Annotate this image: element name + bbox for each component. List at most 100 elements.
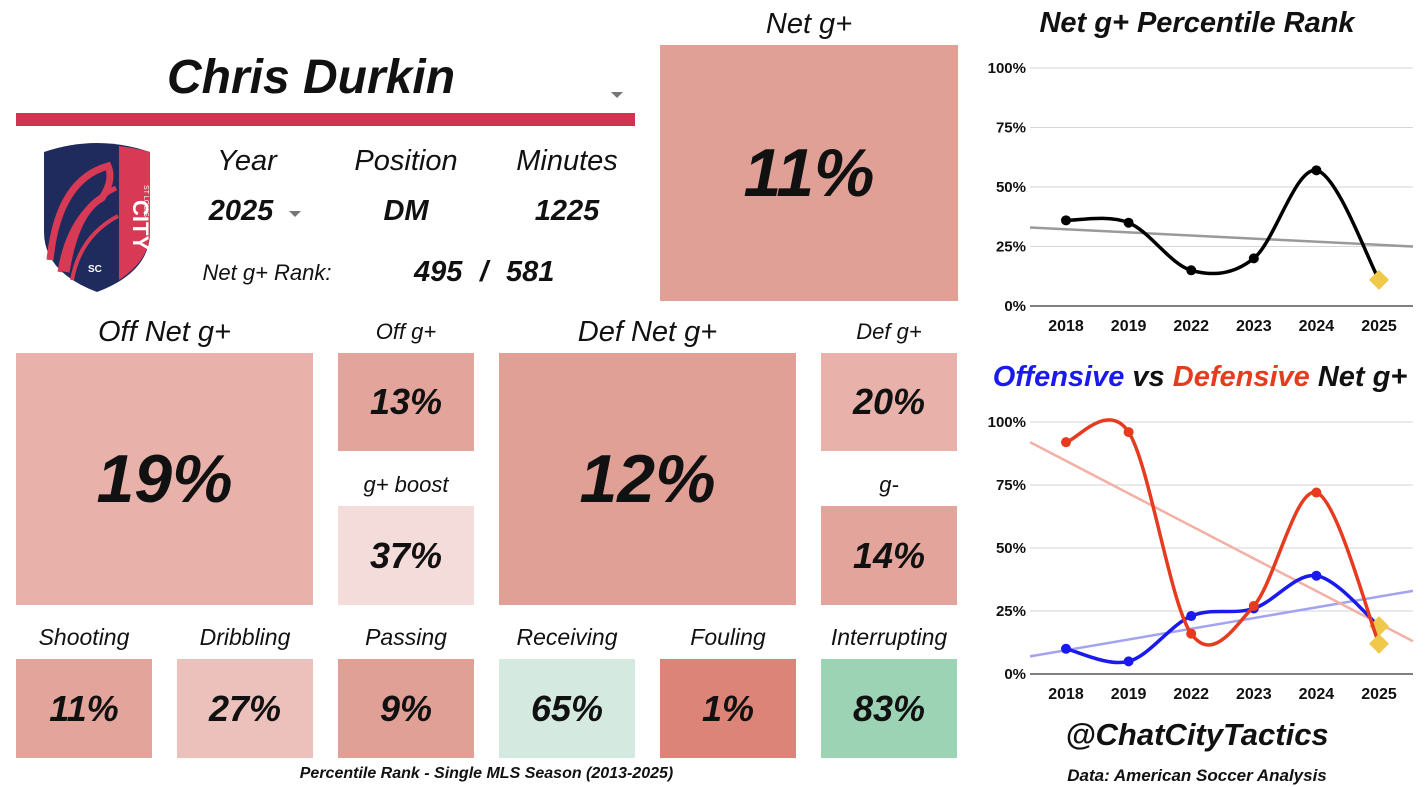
chart2-title-net: Net g+ bbox=[1317, 361, 1408, 393]
chart2-data-point bbox=[1061, 643, 1071, 654]
chart2-ytick-label: 100% bbox=[988, 414, 1026, 431]
chart2-data-point bbox=[1311, 570, 1322, 581]
g-boost-tile: 37% bbox=[338, 506, 474, 605]
year-dropdown-arrow-icon[interactable] bbox=[289, 211, 301, 217]
net-g-percentile-chart: 0% 25% 50% 75% 100% 2018 2019 2022 2023 2024 2025 bbox=[988, 60, 1414, 335]
rank-label: Net g+ Rank: bbox=[202, 260, 332, 285]
year-value[interactable]: 2025 bbox=[208, 195, 274, 227]
off-net-tile: 19% bbox=[16, 353, 313, 605]
chart2-xtick-label: 2025 bbox=[1361, 686, 1397, 703]
minutes-label: Minutes bbox=[516, 145, 618, 177]
chart1-ytick-label: 50% bbox=[996, 179, 1026, 196]
dribbling-label: Dribbling bbox=[199, 624, 291, 650]
club-logo-badge: SC bbox=[88, 264, 102, 275]
chart2-data-point bbox=[1061, 437, 1071, 448]
interrupting-label: Interrupting bbox=[830, 624, 948, 650]
chart1-data-point bbox=[1061, 215, 1071, 226]
rank-total: 581 bbox=[506, 256, 555, 288]
chart2-title: Offensive vs Defensive Net g+ bbox=[980, 361, 1420, 394]
def-g-label: Def g+ bbox=[856, 319, 922, 344]
interrupting-value: 83% bbox=[852, 687, 926, 729]
passing-value: 9% bbox=[379, 687, 433, 729]
g-minus-value: 14% bbox=[852, 534, 926, 576]
off-vs-def-chart: 0% 25% 50% 75% 100% 2018 2019 2022 2023 2024 2025 bbox=[988, 414, 1414, 703]
club-logo-subtext: ST LOUIS bbox=[142, 185, 149, 217]
g-minus-tile: 14% bbox=[821, 506, 957, 605]
chart1-xtick-label: 2024 bbox=[1299, 318, 1335, 335]
passing-label: Passing bbox=[365, 624, 447, 650]
receiving-label: Receiving bbox=[516, 624, 618, 650]
chart1-xtick-label: 2022 bbox=[1173, 318, 1209, 335]
chart2-data-point bbox=[1248, 600, 1259, 611]
fouling-value: 1% bbox=[701, 687, 755, 729]
chart1-data-point bbox=[1186, 265, 1197, 276]
dribbling-value: 27% bbox=[208, 687, 282, 729]
minutes-value: 1225 bbox=[534, 195, 600, 227]
chart2-data-point bbox=[1186, 628, 1197, 639]
position-label: Position bbox=[354, 145, 458, 177]
chart1-ytick-label: 0% bbox=[1004, 298, 1026, 315]
chart1-ytick-label: 100% bbox=[988, 60, 1026, 77]
off-g-value: 13% bbox=[369, 381, 443, 422]
chart2-data-point bbox=[1311, 487, 1322, 498]
chart1-xtick-label: 2018 bbox=[1048, 318, 1084, 335]
footer-handle: @ChatCityTactics bbox=[1065, 717, 1329, 752]
chart1-trendline bbox=[1029, 226, 1414, 248]
interrupting-tile: 83% bbox=[821, 659, 957, 758]
def-net-value: 12% bbox=[579, 441, 716, 517]
chart2-title-offensive: Offensive bbox=[992, 361, 1125, 393]
off-g-tile: 13% bbox=[338, 353, 474, 451]
chart1-title: Net g+ Percentile Rank bbox=[1039, 7, 1355, 39]
chart1-xtick-label: 2025 bbox=[1361, 318, 1397, 335]
club-logo: CITY ST LOUIS SC bbox=[44, 143, 153, 292]
chart1-data-point bbox=[1248, 253, 1259, 264]
chart2-title-defensive: Defensive bbox=[1172, 361, 1310, 393]
chart1-ytick-label: 25% bbox=[996, 239, 1026, 256]
chart2-data-point bbox=[1123, 656, 1134, 667]
passing-tile: 9% bbox=[338, 659, 474, 758]
chart2-series-line bbox=[1065, 573, 1381, 665]
chart1-xtick-label: 2023 bbox=[1236, 318, 1272, 335]
chart2-title-vs: vs bbox=[1132, 361, 1165, 393]
chart2-data-point bbox=[1123, 427, 1134, 438]
chart2-trendline bbox=[1029, 589, 1414, 658]
net-g-tile: 11% bbox=[660, 45, 958, 301]
chart2-xtick-label: 2018 bbox=[1048, 686, 1084, 703]
off-net-label: Off Net g+ bbox=[98, 316, 231, 348]
chart1-current-marker bbox=[1369, 269, 1389, 290]
chart2-xtick-label: 2022 bbox=[1173, 686, 1209, 703]
dribbling-tile: 27% bbox=[177, 659, 313, 758]
def-g-tile: 20% bbox=[821, 353, 957, 451]
g-minus-label: g- bbox=[879, 472, 899, 497]
footer-note: Percentile Rank - Single MLS Season (201… bbox=[299, 765, 674, 782]
chart2-xtick-label: 2023 bbox=[1236, 686, 1272, 703]
net-g-value: 11% bbox=[743, 135, 875, 211]
shooting-label: Shooting bbox=[38, 624, 130, 650]
shooting-tile: 11% bbox=[16, 659, 152, 758]
player-dropdown-arrow-icon[interactable] bbox=[611, 92, 623, 98]
chart1-ytick-label: 75% bbox=[996, 120, 1026, 137]
off-g-label: Off g+ bbox=[375, 319, 437, 344]
chart2-xtick-label: 2024 bbox=[1299, 686, 1335, 703]
chart2-ytick-label: 75% bbox=[996, 477, 1026, 494]
def-net-tile: 12% bbox=[499, 353, 796, 605]
off-net-value: 19% bbox=[96, 441, 233, 517]
def-g-value: 20% bbox=[852, 381, 926, 422]
net-g-label: Net g+ bbox=[765, 8, 853, 40]
chart1-data-point bbox=[1311, 165, 1322, 176]
position-value: DM bbox=[383, 195, 429, 227]
fouling-label: Fouling bbox=[690, 624, 766, 650]
chart2-ytick-label: 25% bbox=[996, 603, 1026, 620]
name-underline bbox=[16, 113, 635, 126]
def-net-label: Def Net g+ bbox=[577, 316, 718, 348]
chart2-ytick-label: 0% bbox=[1004, 666, 1026, 683]
footer-source: Data: American Soccer Analysis bbox=[1067, 766, 1327, 785]
receiving-tile: 65% bbox=[499, 659, 635, 758]
fouling-tile: 1% bbox=[660, 659, 796, 758]
chart2-xtick-label: 2019 bbox=[1111, 686, 1147, 703]
year-label: Year bbox=[217, 145, 277, 177]
player-name: Chris Durkin bbox=[166, 51, 456, 104]
shooting-value: 11% bbox=[49, 687, 119, 729]
chart2-data-point bbox=[1186, 611, 1197, 622]
g-boost-label: g+ boost bbox=[363, 472, 449, 497]
